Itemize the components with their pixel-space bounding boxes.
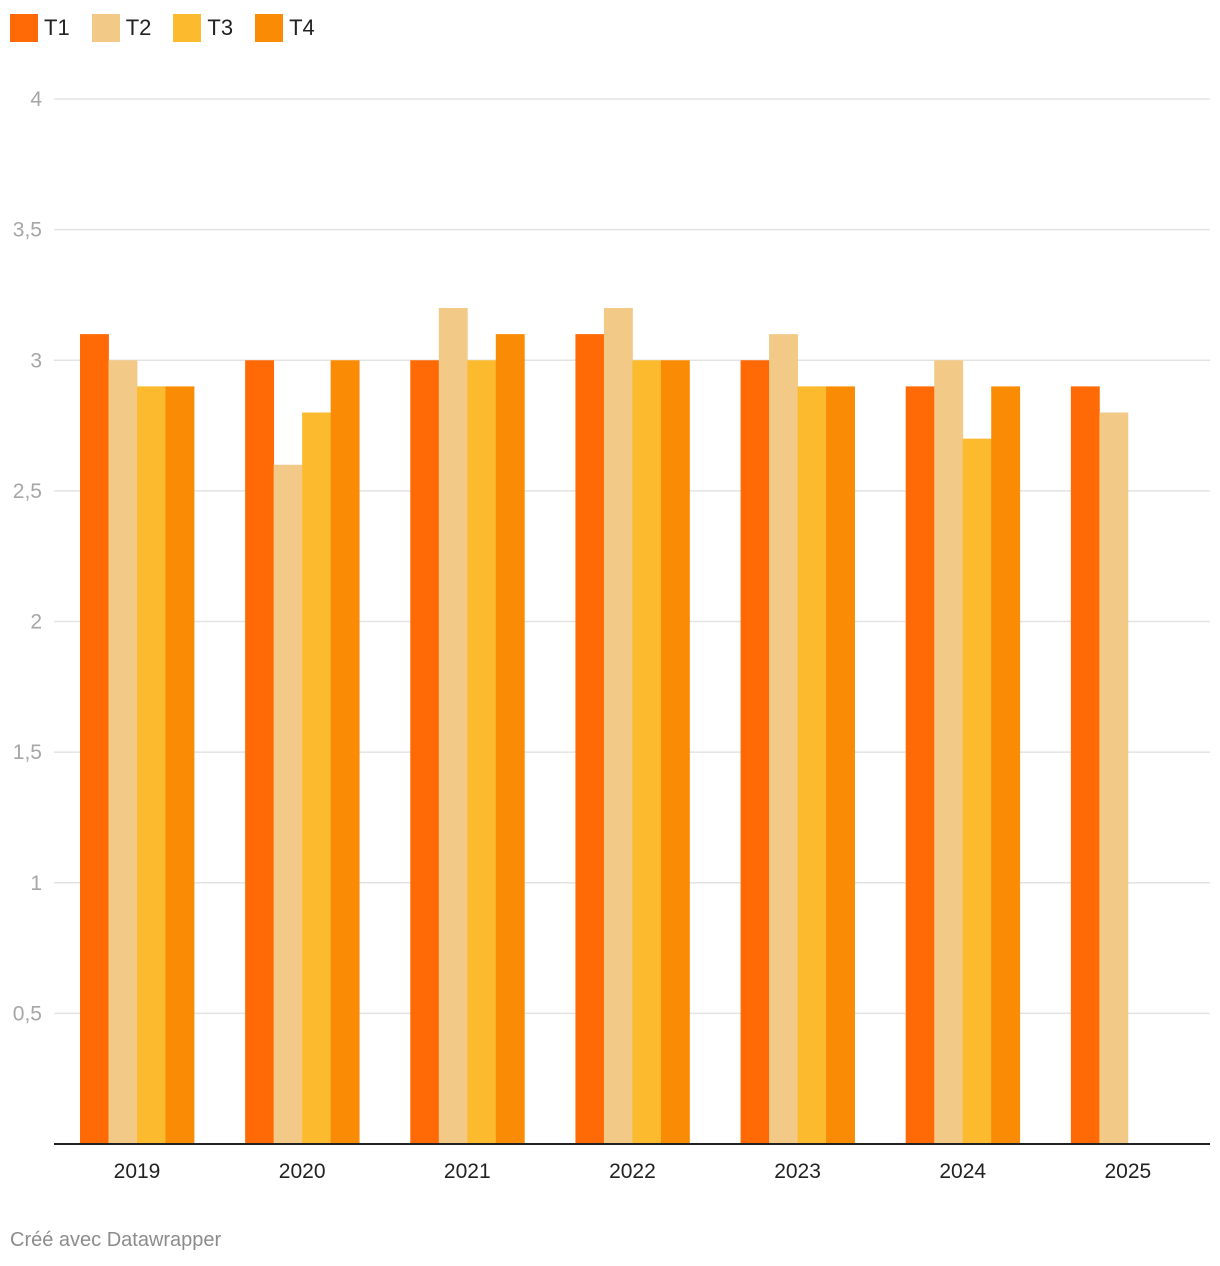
bar-t2-2024 — [934, 360, 964, 1144]
bar-t3-2021 — [467, 360, 497, 1144]
legend-item-t2: T2 — [91, 14, 152, 42]
bar-t1-2020 — [245, 360, 275, 1144]
x-tick-label: 2025 — [1104, 1160, 1151, 1183]
y-tick-label: 0,5 — [13, 1002, 42, 1025]
legend-swatch-t2 — [91, 14, 120, 42]
y-tick-label: 2 — [30, 611, 42, 634]
chart-legend: T1 T2 T3 T4 — [10, 12, 315, 44]
bar-t4-2022 — [660, 360, 690, 1144]
y-tick-label: 3 — [30, 349, 42, 372]
legend-item-t4: T4 — [255, 14, 315, 42]
x-tick-label: 2019 — [114, 1160, 161, 1183]
bar-t1-2025 — [1070, 386, 1100, 1144]
y-tick-label: 3,5 — [13, 219, 42, 242]
legend-label-t2: T2 — [125, 15, 152, 40]
y-tick-label: 2,5 — [13, 480, 42, 503]
bar-t4-2024 — [991, 386, 1021, 1144]
bar-t1-2022 — [575, 334, 605, 1144]
x-tick-label: 2021 — [444, 1160, 491, 1183]
bar-t1-2021 — [410, 360, 440, 1144]
legend-item-t3: T3 — [173, 14, 233, 42]
bar-t3-2023 — [797, 386, 827, 1144]
legend-label-t4: T4 — [289, 15, 315, 40]
bar-t2-2020 — [273, 464, 303, 1144]
bar-t2-2023 — [769, 334, 798, 1144]
bar-t3-2019 — [137, 386, 166, 1144]
bar-t3-2022 — [632, 360, 662, 1144]
legend-label-t1: T1 — [44, 15, 70, 40]
legend-item-t1: T1 — [10, 14, 70, 42]
bar-t3-2020 — [302, 412, 332, 1144]
legend-swatch-t3 — [173, 14, 202, 42]
x-tick-label: 2023 — [774, 1160, 821, 1183]
bar-t1-2024 — [905, 386, 935, 1144]
x-tick-label: 2022 — [609, 1160, 656, 1183]
bar-t4-2021 — [495, 334, 525, 1144]
bar-t2-2025 — [1099, 412, 1129, 1144]
bar-t1-2019 — [80, 334, 109, 1144]
bar-t4-2019 — [165, 386, 195, 1144]
legend-swatch-t1 — [10, 14, 38, 42]
y-tick-label: 1,5 — [13, 741, 42, 764]
footer-credit: Créé avec Datawrapper — [10, 1229, 222, 1251]
bar-t4-2023 — [826, 386, 855, 1144]
bar-t2-2021 — [438, 308, 468, 1144]
bar-chart: 0,5 1 1,5 2 2,5 3 3,5 4 2019 2020 2021 2022 2023 2024… — [13, 88, 1210, 1183]
bar-t2-2019 — [108, 360, 138, 1144]
y-tick-label: 1 — [30, 872, 42, 895]
bar-t4-2020 — [330, 360, 360, 1144]
legend-swatch-t4 — [255, 14, 284, 42]
bar-t2-2022 — [603, 308, 633, 1144]
bar-t1-2023 — [740, 360, 770, 1144]
bar-t3-2024 — [962, 438, 992, 1144]
legend-label-t3: T3 — [207, 15, 234, 40]
y-tick-label: 4 — [30, 88, 42, 111]
x-tick-label: 2020 — [279, 1160, 326, 1183]
x-tick-label: 2024 — [939, 1160, 986, 1183]
